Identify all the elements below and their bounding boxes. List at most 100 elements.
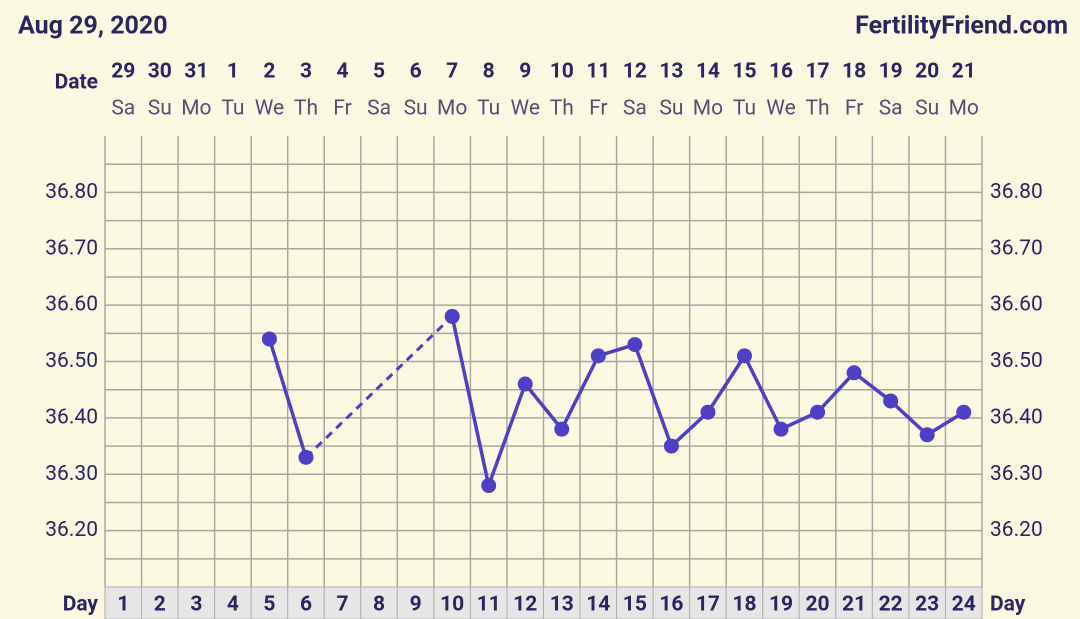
date-label: 4	[336, 60, 348, 84]
temperature-point	[444, 308, 460, 324]
day-cell	[323, 586, 362, 619]
day-cell	[360, 586, 398, 619]
x-tick-label: 8	[373, 593, 385, 617]
weekday-label: Tu	[477, 97, 500, 121]
weekday-label: Mo	[181, 97, 211, 121]
temperature-point	[517, 376, 533, 392]
temperature-point	[261, 331, 277, 347]
weekday-label: Th	[294, 97, 318, 121]
date-label: 29	[111, 60, 135, 84]
y-tick-label-right: 36.30	[990, 462, 1043, 486]
gap-connector	[304, 315, 454, 459]
date-label: 15	[732, 60, 756, 84]
x-tick-label: 17	[696, 593, 720, 617]
date-label: 17	[806, 60, 830, 84]
x-tick-label: 21	[842, 593, 866, 617]
date-label: 9	[519, 60, 531, 84]
y-tick-label: 36.70	[45, 236, 98, 260]
day-label-right: Day	[990, 593, 1026, 617]
y-tick-label-right: 36.40	[990, 405, 1043, 429]
y-tick-label-right: 36.20	[990, 518, 1043, 542]
y-tick-label: 36.80	[45, 180, 98, 204]
x-tick-label: 6	[300, 593, 312, 617]
weekday-label: Fr	[589, 97, 607, 121]
date-label: 14	[696, 60, 720, 84]
x-tick-label: 24	[952, 593, 976, 617]
x-tick-label: 10	[440, 593, 464, 617]
day-cell	[725, 586, 764, 619]
date-label: 2	[263, 60, 275, 84]
x-tick-label: 19	[769, 593, 793, 617]
weekday-label: Su	[915, 97, 939, 121]
temperature-point	[736, 348, 752, 364]
day-cell	[250, 586, 289, 619]
date-label: 12	[623, 60, 647, 84]
x-tick-label: 20	[806, 593, 830, 617]
date-label: 6	[410, 60, 422, 84]
x-tick-label: 4	[227, 593, 239, 617]
weekday-label: Su	[148, 97, 172, 121]
weekday-label: We	[511, 97, 540, 121]
day-cell	[287, 586, 325, 619]
date-label: Date	[55, 71, 98, 95]
weekday-label: Su	[659, 97, 683, 121]
x-tick-label: 3	[190, 593, 202, 617]
x-tick-label: 22	[879, 593, 903, 617]
site-name: FertilityFriend.com	[855, 12, 1068, 41]
weekday-label: Mo	[693, 97, 723, 121]
temperature-point	[773, 421, 789, 437]
temperature-point	[590, 348, 606, 364]
day-cell	[689, 586, 727, 619]
day-cell	[433, 586, 471, 619]
y-tick-label-right: 36.80	[990, 180, 1043, 204]
x-tick-label: 5	[263, 593, 275, 617]
temperature-point	[554, 421, 570, 437]
day-cell	[762, 586, 800, 619]
day-cell	[652, 586, 691, 619]
weekday-label: We	[766, 97, 795, 121]
date-label: 13	[659, 60, 683, 84]
temperature-point	[663, 438, 679, 454]
date-label: 7	[446, 60, 458, 84]
x-tick-label: 15	[623, 593, 647, 617]
x-tick-label: 11	[477, 593, 501, 617]
date-label: 5	[373, 60, 385, 84]
weekday-label: Su	[404, 97, 428, 121]
weekday-label: Fr	[333, 97, 351, 121]
temperature-point	[298, 449, 314, 465]
day-cell	[871, 586, 910, 619]
y-tick-label: 36.40	[45, 405, 98, 429]
y-tick-label: 36.30	[45, 462, 98, 486]
x-tick-label: 12	[513, 593, 537, 617]
y-tick-label-right: 36.60	[990, 293, 1043, 317]
x-tick-label: 1	[117, 593, 129, 617]
date-label: 18	[842, 60, 866, 84]
y-tick-label: 36.20	[45, 518, 98, 542]
weekday-label: Th	[806, 97, 830, 121]
weekday-label: Tu	[733, 97, 756, 121]
y-tick-label: 36.50	[45, 349, 98, 373]
temperature-point	[700, 404, 716, 420]
x-tick-label: 18	[732, 593, 756, 617]
x-tick-label: 2	[154, 593, 166, 617]
chart-title: Aug 29, 2020	[18, 12, 168, 41]
date-label: 30	[148, 60, 172, 84]
day-cell	[944, 586, 983, 619]
temperature-point	[846, 365, 862, 381]
weekday-label: Sa	[879, 97, 903, 121]
x-tick-label: 16	[659, 593, 683, 617]
date-label: 16	[769, 60, 793, 84]
y-tick-label-right: 36.50	[990, 349, 1043, 373]
day-label: Day	[63, 593, 99, 617]
weekday-label: Mo	[437, 97, 467, 121]
day-cell	[616, 586, 654, 619]
weekday-label: Mo	[949, 97, 979, 121]
y-tick-label-right: 36.70	[990, 236, 1043, 260]
date-label: 3	[300, 60, 312, 84]
day-cell	[396, 586, 435, 619]
temperature-point	[810, 404, 826, 420]
date-label: 31	[184, 60, 208, 84]
weekday-label: Sa	[111, 97, 135, 121]
weekday-label: We	[255, 97, 284, 121]
